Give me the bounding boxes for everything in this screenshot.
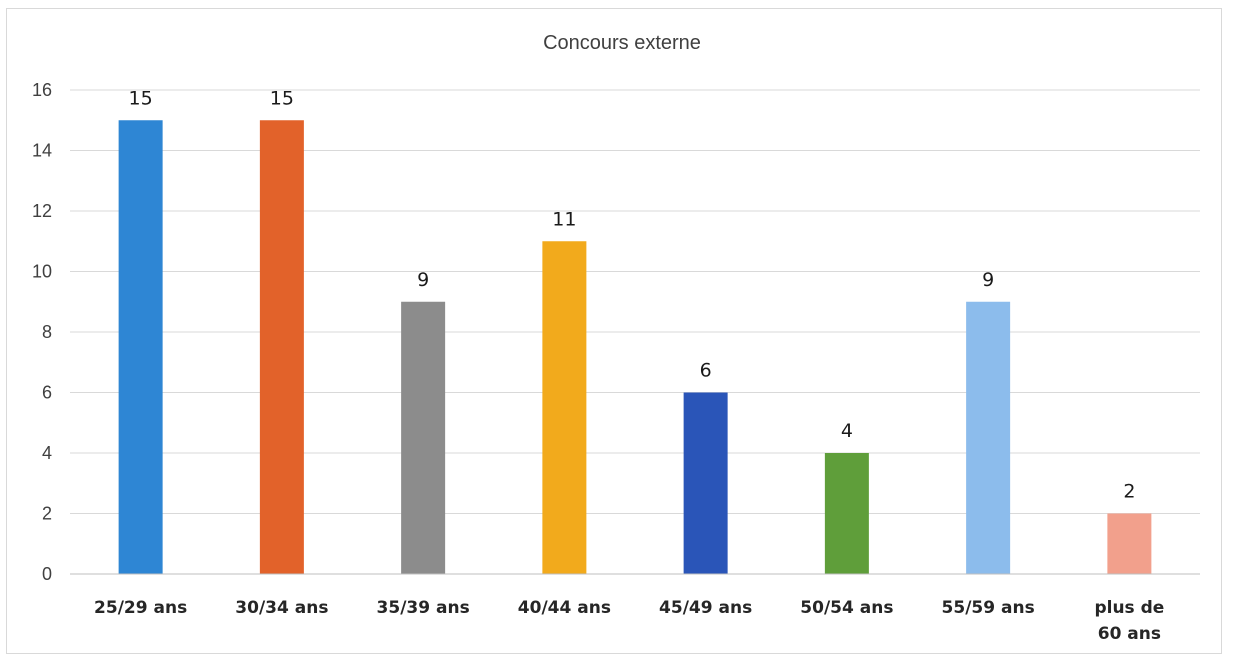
x-category-label: 25/29 ans xyxy=(94,598,187,618)
bar xyxy=(1107,513,1152,574)
bar xyxy=(542,241,587,574)
y-tick-label: 8 xyxy=(42,322,52,342)
x-category-label: 50/54 ans xyxy=(800,598,893,618)
x-category-label: 60 ans xyxy=(1098,624,1161,644)
y-tick-label: 2 xyxy=(42,504,52,524)
x-category-label: 35/39 ans xyxy=(377,598,470,618)
y-tick-label: 12 xyxy=(32,201,52,221)
y-tick-label: 0 xyxy=(42,564,52,584)
bars xyxy=(118,120,1152,574)
data-label: 4 xyxy=(841,420,853,442)
y-tick-label: 10 xyxy=(32,262,52,282)
data-label: 15 xyxy=(129,87,153,109)
bar xyxy=(683,392,728,574)
data-labels: 15 15 9 11 6 4 9 2 xyxy=(129,87,1136,502)
data-label: 9 xyxy=(982,269,994,291)
chart-title: Concours externe xyxy=(543,32,701,54)
y-tick-label: 4 xyxy=(42,443,52,463)
x-axis-categories: 25/29 ans 30/34 ans 35/39 ans 40/44 ans 45/4… xyxy=(94,598,1164,644)
data-label: 2 xyxy=(1123,481,1135,503)
bar xyxy=(259,120,304,574)
y-axis-ticks: 0 2 4 6 8 10 12 14 16 xyxy=(32,80,52,584)
x-category-label: 40/44 ans xyxy=(518,598,611,618)
x-category-label: 30/34 ans xyxy=(235,598,328,618)
x-category-label: 55/59 ans xyxy=(942,598,1035,618)
chart-frame xyxy=(6,8,1222,654)
bar xyxy=(824,453,869,574)
bar xyxy=(401,301,446,574)
bar xyxy=(966,301,1011,574)
data-label: 11 xyxy=(552,208,576,230)
gridlines xyxy=(70,89,1200,514)
y-tick-label: 16 xyxy=(32,80,52,100)
x-category-label: 45/49 ans xyxy=(659,598,752,618)
x-category-label: plus de xyxy=(1094,598,1164,618)
y-tick-label: 6 xyxy=(42,383,52,403)
data-label: 6 xyxy=(700,360,712,382)
data-label: 9 xyxy=(417,269,429,291)
data-label: 15 xyxy=(270,87,294,109)
bar xyxy=(118,120,163,574)
y-tick-label: 14 xyxy=(32,141,52,161)
